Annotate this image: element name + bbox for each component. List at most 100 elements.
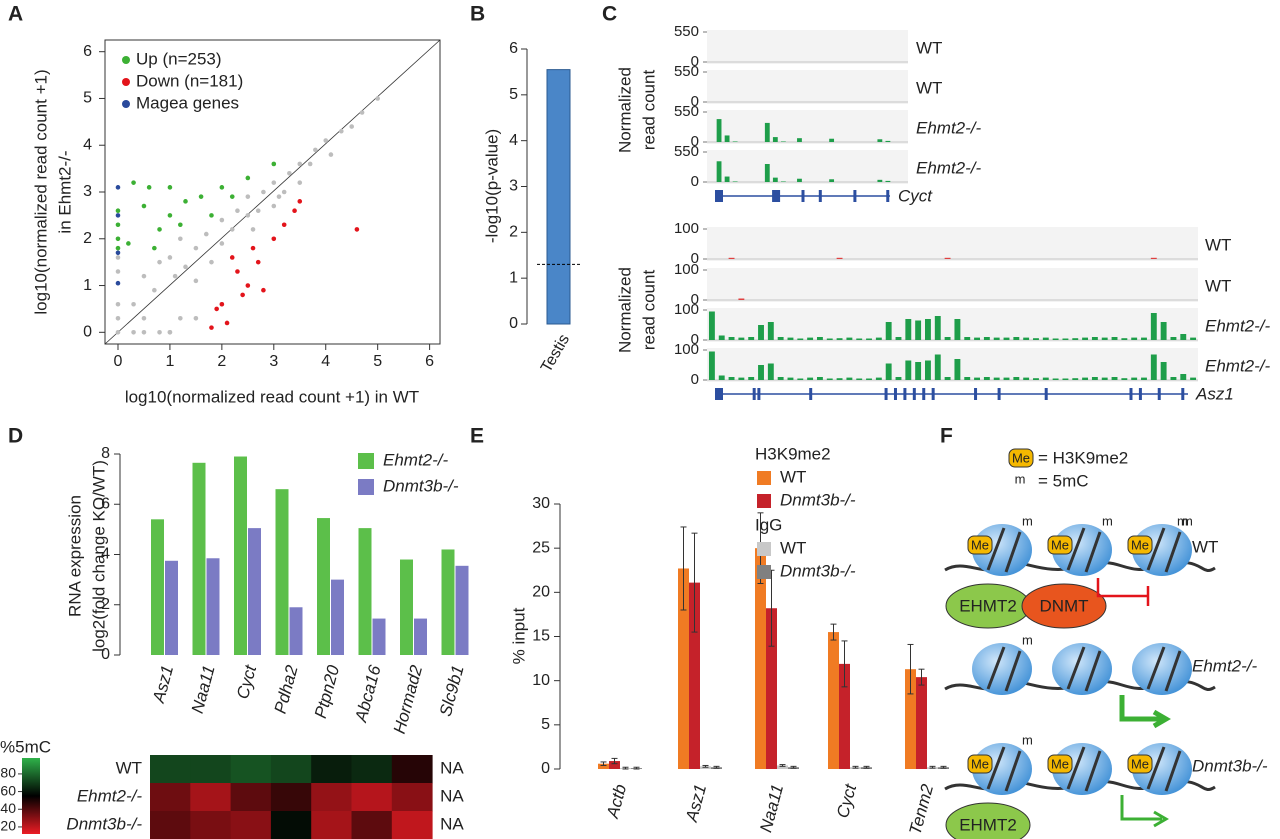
signal-bin (1072, 378, 1079, 380)
me-label: Me (1131, 537, 1149, 552)
heat-cell (311, 783, 352, 812)
signal-bin (1052, 378, 1059, 380)
y-axis-label: Normalized (615, 67, 634, 153)
legend-label: Up (n=253) (136, 49, 222, 68)
signal-bin (983, 377, 990, 380)
y-tick-label: 2 (101, 596, 110, 613)
point (193, 315, 199, 321)
y-axis-label: log2(fold change KO/WT) (89, 460, 108, 652)
y-tick-label: 10 (532, 672, 550, 689)
point (126, 241, 131, 246)
gene-name: Asz1 (1195, 384, 1234, 403)
signal-bin (1052, 338, 1059, 340)
me-label: Me (1051, 537, 1069, 552)
me-tag (1008, 448, 1034, 468)
point (271, 203, 277, 209)
protein (1021, 583, 1107, 629)
row-label: Dnmt3b-/- (1192, 756, 1268, 775)
x-tick-label: Slc9b1 (436, 663, 468, 718)
signal-bin (1013, 377, 1020, 380)
signal-bin (777, 337, 784, 340)
exon (1044, 388, 1048, 400)
signal-bin (925, 360, 931, 380)
me-label: Me (971, 756, 989, 771)
signal-bin (877, 139, 883, 142)
y-tick-label: 0 (691, 371, 699, 388)
signal-bin (797, 338, 804, 340)
point (245, 194, 251, 199)
y-tick-label: 100 (674, 341, 699, 358)
exon (757, 388, 761, 400)
signal-bin (885, 363, 892, 380)
signal-bin (816, 337, 823, 340)
point (115, 222, 121, 228)
heat-cell (391, 811, 433, 839)
dna-wrap (1146, 527, 1182, 573)
y-tick-label: 0 (691, 93, 699, 110)
bar (839, 663, 850, 769)
row-label: Dnmt3b-/- (66, 814, 142, 833)
signal-bin (780, 141, 786, 142)
legend-marker (122, 100, 130, 108)
signal-bin (748, 337, 755, 340)
point (297, 180, 303, 185)
heat-cell (150, 783, 191, 812)
exon (752, 388, 756, 400)
me-tag (967, 535, 993, 555)
y-tick-label: 0 (691, 291, 699, 308)
x-tick-label: 5 (373, 353, 382, 370)
signal-bin (758, 325, 764, 340)
signal-bin (1062, 378, 1069, 380)
signal-bin (974, 377, 980, 380)
na-label: NA (440, 814, 464, 833)
signal-bin (829, 179, 835, 182)
point (152, 287, 157, 293)
signal-bin (866, 338, 872, 340)
point (354, 227, 360, 232)
point (183, 199, 188, 204)
signal-bin (895, 377, 902, 380)
y-tick-label: 8 (101, 445, 110, 462)
point (167, 185, 173, 190)
gene-name: Cyct (898, 186, 933, 205)
point (250, 245, 256, 251)
x-tick-label: Cyct (833, 781, 860, 820)
exon (809, 388, 813, 400)
bar (546, 69, 571, 325)
colorbar-tick-label: 60 (0, 782, 16, 798)
signal-bin (1101, 337, 1108, 340)
y-tick-label: 550 (674, 143, 699, 160)
point (178, 315, 183, 321)
y-tick-label: 0 (691, 250, 699, 267)
signal-bin (826, 378, 833, 380)
y-axis-label: read count (639, 70, 658, 151)
signal-bin (964, 337, 971, 340)
signal-bin (934, 316, 941, 340)
point (167, 255, 173, 260)
signal-bin (846, 337, 853, 340)
point (328, 152, 334, 157)
y-tick-label: 0 (691, 133, 699, 150)
error-bar (713, 765, 720, 769)
signal-bin (1180, 374, 1187, 380)
point (115, 185, 121, 190)
legend-marker (122, 56, 130, 64)
exon (1129, 388, 1133, 400)
me-tag (967, 754, 993, 774)
signal-bin (716, 119, 722, 142)
error-bar (633, 766, 640, 770)
y-tick-label: 3 (83, 183, 92, 200)
track-bg (707, 110, 908, 144)
error-bar (863, 765, 870, 769)
error-bar (702, 764, 709, 768)
point (224, 320, 230, 326)
legend-label: Down (n=181) (136, 71, 243, 90)
signal-bin (829, 138, 835, 142)
signal-bin (728, 337, 735, 340)
heat-cell (230, 811, 272, 839)
bar (372, 618, 386, 655)
legend-swatch (757, 565, 771, 579)
signal-bin (748, 377, 755, 380)
point (297, 161, 303, 167)
heat-cell (391, 755, 433, 784)
